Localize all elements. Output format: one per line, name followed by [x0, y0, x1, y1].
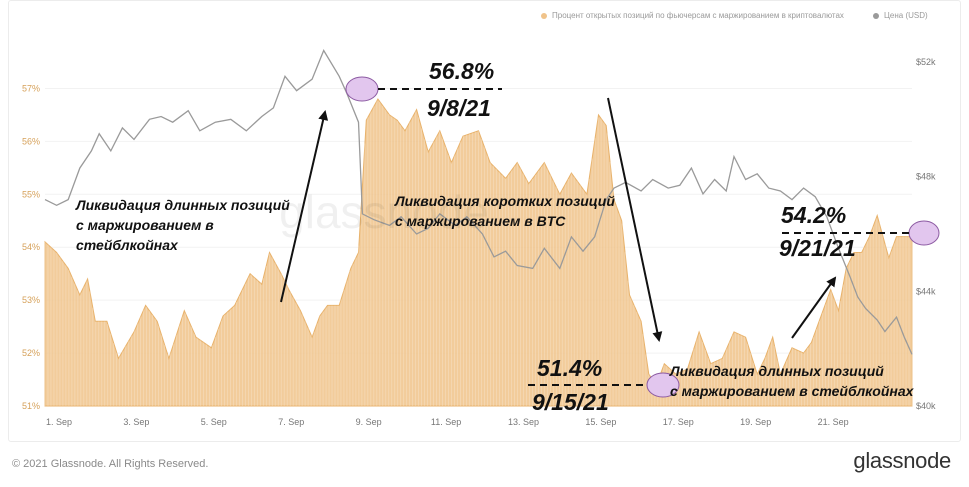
oi-area-series	[44, 98, 913, 407]
short-liq-line2: с маржированием в BTC	[395, 213, 566, 229]
x-tick-label: 1. Sep	[46, 417, 72, 427]
right-date: 9/21/21	[779, 235, 856, 261]
axes: 51% 52% 53% 54% 55% 56% 57% $40k $44k $48k $52k 1. …	[22, 57, 936, 427]
x-tick-label: 15. Sep	[585, 417, 616, 427]
watermark: glassnode	[279, 186, 489, 238]
y-right-tick-label: $48k	[916, 172, 936, 182]
legend-price-swatch	[873, 12, 879, 19]
y-left-tick-label: 56%	[22, 136, 40, 146]
low-value: 51.4%	[537, 355, 602, 381]
y-left-tick-label: 51%	[22, 401, 40, 411]
y-left-tick-label: 52%	[22, 348, 40, 358]
annotations: 56.8% 9/8/21 51.4% 9/15/21 54.2% 9/21/21…	[75, 58, 940, 415]
price-line-series	[44, 49, 913, 355]
x-tick-label: 21. Sep	[818, 417, 849, 427]
legend-oi[interactable]: Процент открытых позиций по фьючерсам с …	[541, 11, 844, 20]
oi-area	[44, 98, 913, 407]
long-liq-1-line3: стейблкойнах	[76, 237, 179, 253]
short-liq-line1: Ликвидация коротких позиций	[394, 193, 615, 209]
long-liq-2-line1: Ликвидация длинных позиций	[669, 363, 884, 379]
y-left-tick-label: 55%	[22, 189, 40, 199]
long-liq-1-line2: с маржированием в	[76, 217, 214, 233]
arrow-up-left	[280, 110, 329, 303]
long-liq-2-line2: с маржированием в стейблкойнах	[670, 383, 915, 399]
arrow-up-right	[791, 276, 837, 339]
x-tick-label: 11. Sep	[431, 417, 461, 427]
y-left-tick-label: 57%	[22, 83, 40, 93]
y-left-tick-label: 54%	[22, 242, 40, 252]
low-marker	[646, 372, 680, 398]
x-tick-label: 17. Sep	[663, 417, 694, 427]
x-tick-label: 7. Sep	[278, 417, 304, 427]
x-tick-label: 3. Sep	[123, 417, 149, 427]
x-tick-label: 13. Sep	[508, 417, 539, 427]
legend-oi-swatch	[541, 12, 547, 19]
arrow-down	[607, 97, 663, 342]
peak-value: 56.8%	[429, 58, 494, 84]
y-left-tick-label: 53%	[22, 295, 40, 305]
peak-marker	[345, 76, 379, 102]
low-date: 9/15/21	[532, 389, 609, 415]
glassnode-logo[interactable]: glassnode	[853, 448, 951, 473]
x-tick-label: 19. Sep	[740, 417, 771, 427]
long-liq-1-line1: Ликвидация длинных позиций	[75, 197, 290, 213]
legend-price-label: Цена (USD)	[884, 11, 928, 20]
price-line	[44, 49, 913, 355]
right-marker	[908, 220, 940, 246]
right-value: 54.2%	[781, 202, 846, 228]
x-tick-label: 9. Sep	[356, 417, 382, 427]
legend-oi-label: Процент открытых позиций по фьючерсам с …	[552, 11, 844, 20]
x-tick-label: 5. Sep	[201, 417, 227, 427]
peak-date: 9/8/21	[427, 95, 491, 121]
y-right-tick-label: $40k	[916, 401, 936, 411]
y-right-tick-label: $52k	[916, 57, 936, 67]
copyright: © 2021 Glassnode. All Rights Reserved.	[12, 458, 209, 470]
chart-plot: glassnode 51% 52% 53% 54% 55% 56% 57% $40k $44k $…	[22, 49, 940, 427]
legend-price[interactable]: Цена (USD)	[873, 11, 928, 20]
y-right-tick-label: $44k	[916, 286, 936, 296]
